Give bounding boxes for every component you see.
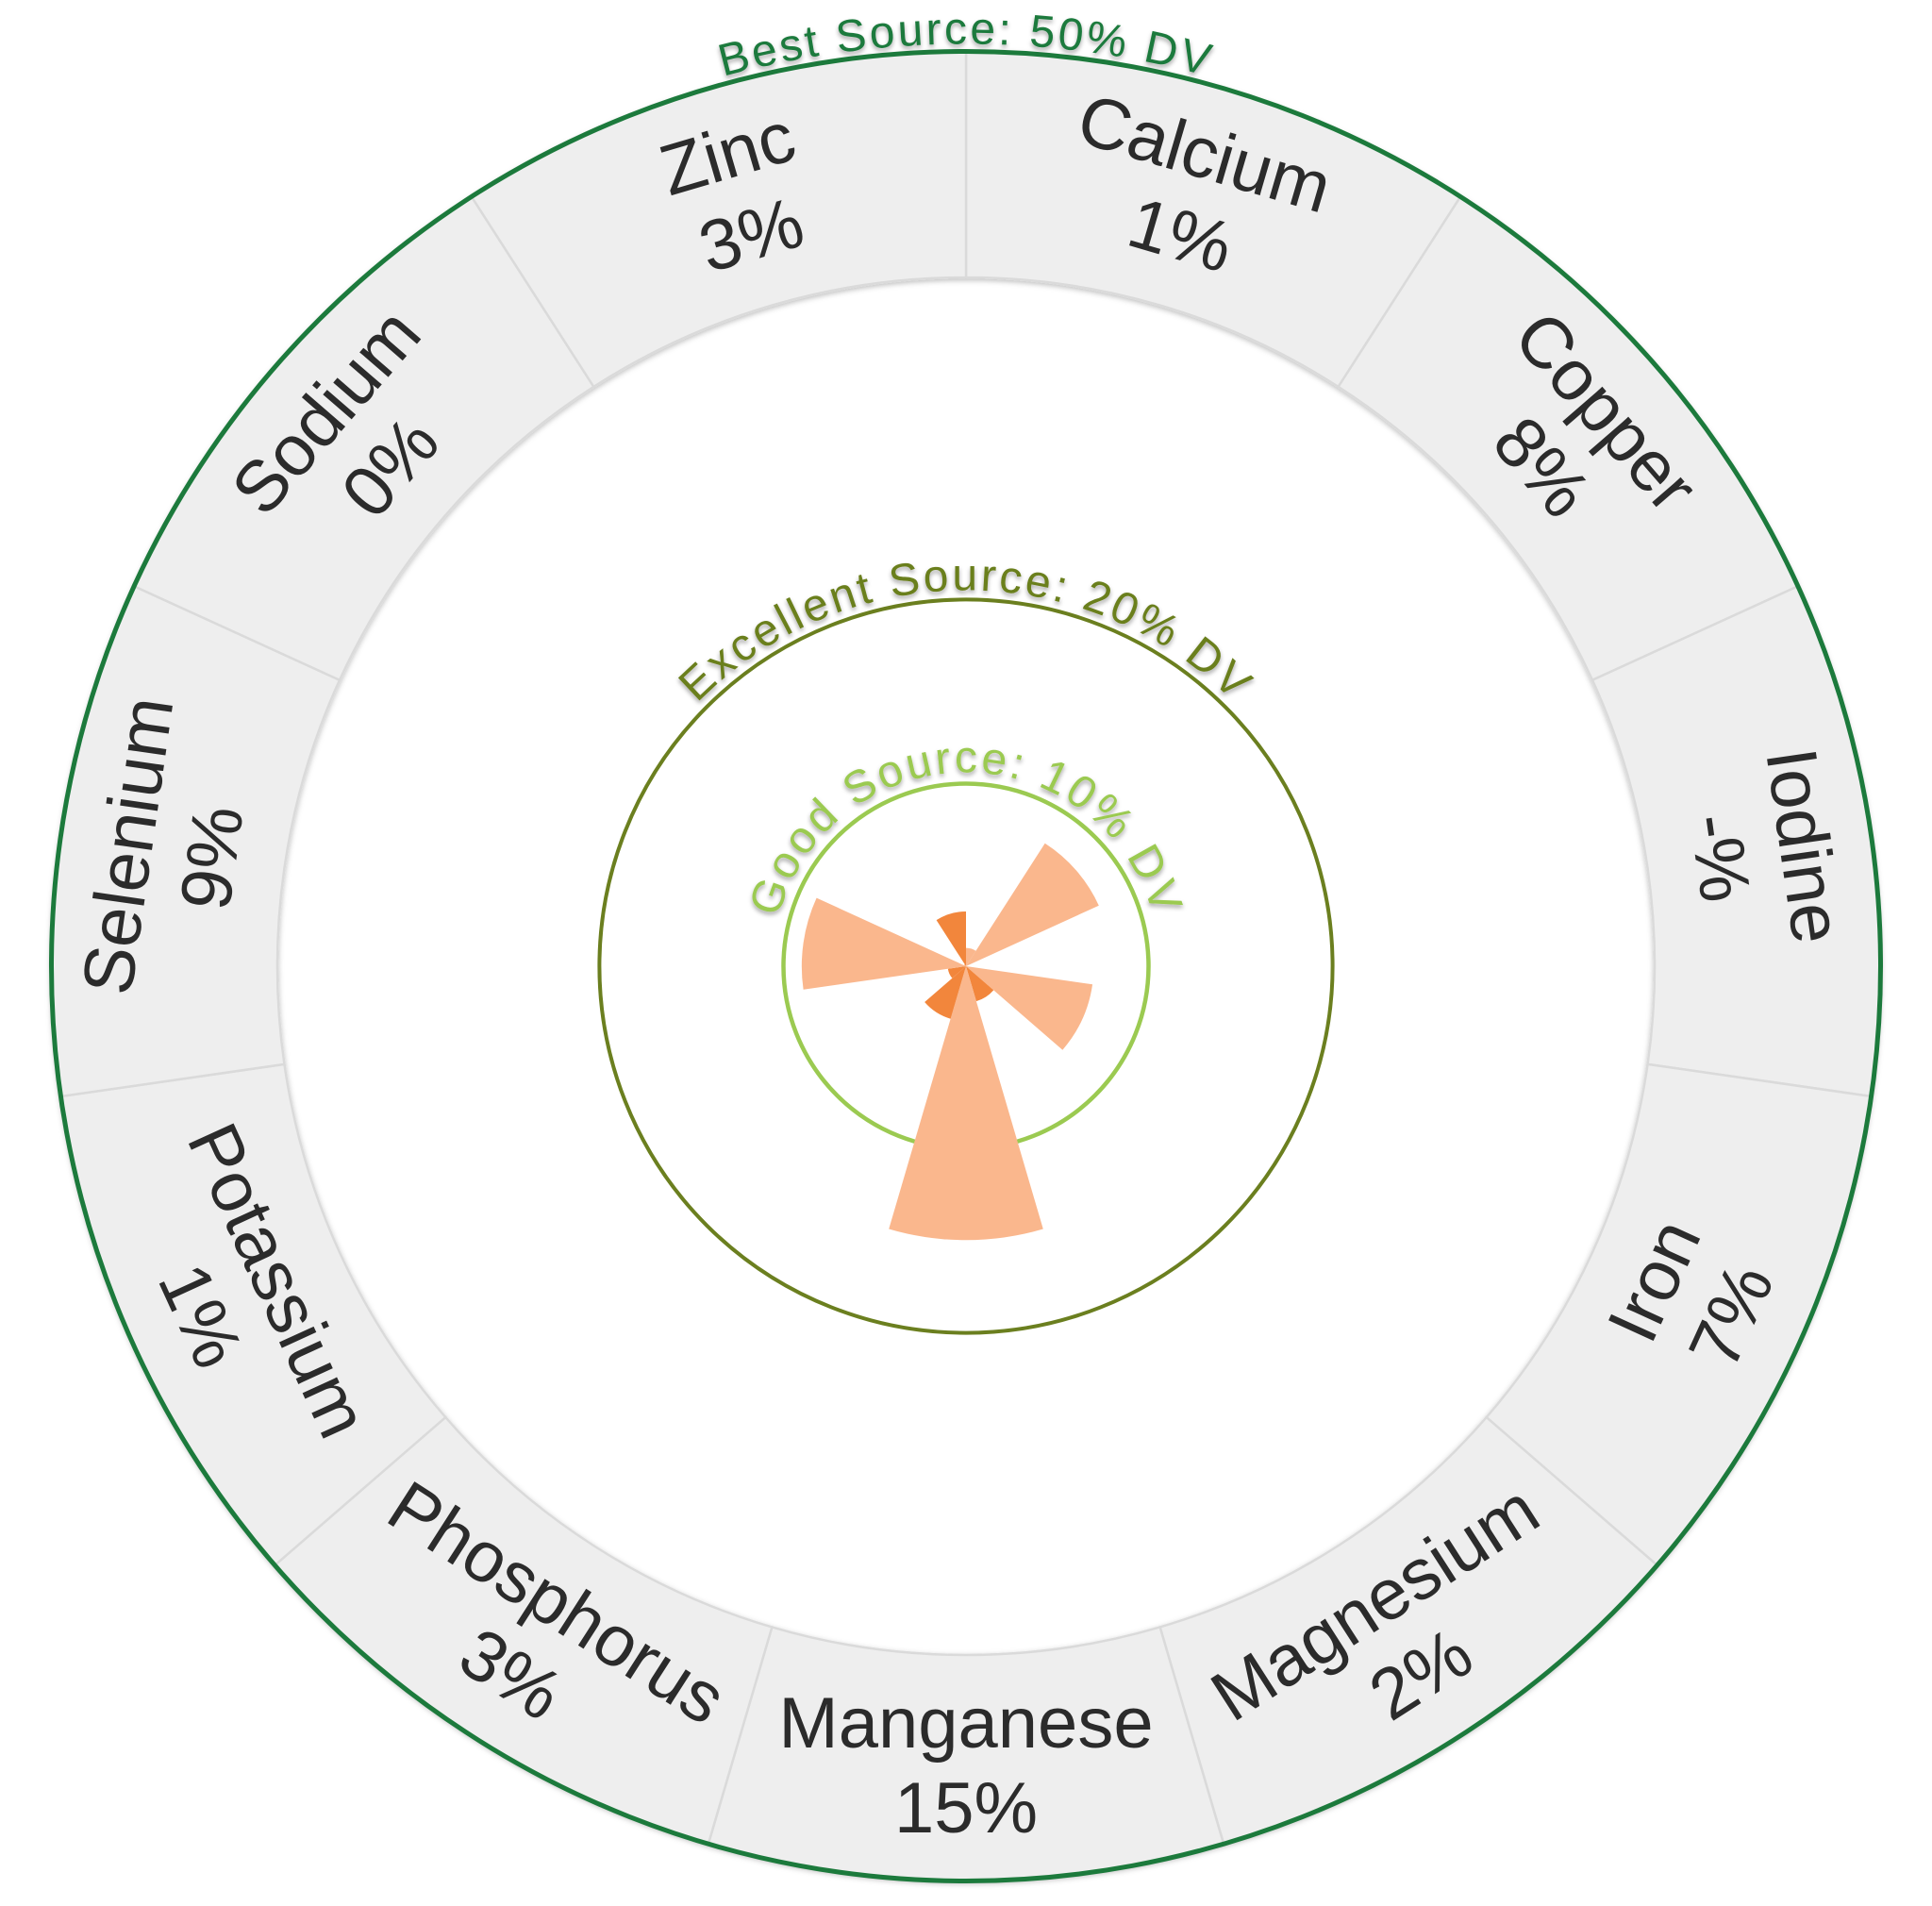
svg-text:15%: 15% [894, 1768, 1038, 1848]
svg-text:-%: -% [1674, 809, 1765, 907]
svg-text:Manganese: Manganese [778, 1683, 1153, 1764]
svg-text:9%: 9% [165, 801, 259, 915]
